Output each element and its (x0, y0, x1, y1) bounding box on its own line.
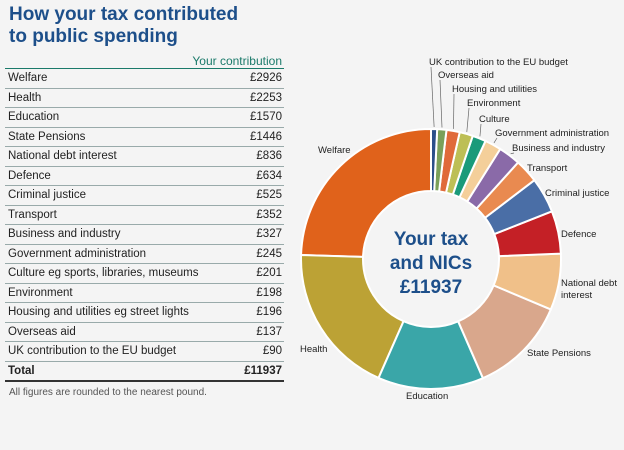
slice-health (300, 254, 405, 380)
table-row: Welfare £2926 (5, 69, 284, 89)
row-amount: £525 (256, 189, 282, 201)
slice-welfare (300, 127, 432, 258)
row-label: Welfare (8, 72, 48, 84)
leader-line (453, 93, 455, 129)
row-label: Culture eg sports, libraries, museums (8, 267, 199, 279)
label-defence: Defence (561, 229, 596, 240)
row-label: Health (8, 91, 42, 104)
row-amount: £1570 (250, 111, 282, 123)
row-label: Government administration (8, 247, 147, 260)
slice-national-debt-interest (492, 252, 562, 311)
total-row: Total £11937 (5, 362, 284, 382)
row-amount: £836 (256, 150, 282, 162)
row-label: Transport (8, 208, 57, 221)
table-row: Education £1570 (5, 108, 284, 128)
label-state-pensions: State Pensions (527, 348, 591, 359)
row-amount: £634 (256, 169, 282, 182)
label-uk-contribution-to-the-eu-budget: UK contribution to the EU budget (429, 57, 568, 68)
row-label: UK contribution to the EU budget (8, 345, 177, 357)
row-label: Defence (8, 169, 51, 182)
leader-line (466, 107, 470, 132)
table-row: Culture eg sports, libraries, museums £20… (5, 264, 284, 284)
label-overseas-aid: Overseas aid (438, 70, 494, 81)
label-welfare: Welfare (318, 145, 351, 156)
table-row: Business and industry £327 (5, 225, 284, 245)
row-amount: £2926 (250, 72, 282, 84)
row-amount: £327 (256, 228, 282, 240)
row-label: Business and industry (8, 228, 121, 240)
label-transport: Transport (527, 163, 568, 174)
table-body: Welfare £2926 Health £2253 Education £1570 Sta… (5, 69, 284, 362)
total-amount: £11937 (244, 364, 282, 377)
slice-education (377, 319, 485, 390)
row-label: Criminal justice (8, 189, 86, 201)
table-row: Housing and utilities eg street lights £1… (5, 303, 284, 323)
contribution-table: Your contribution Welfare £2926 Health £225… (5, 54, 284, 382)
footnote: All figures are rounded to the nearest p… (9, 387, 207, 398)
label-environment: Environment (467, 98, 521, 109)
table-row: Government administration £245 (5, 245, 284, 264)
table-row: Health £2253 (5, 89, 284, 108)
center-text-line-1: Your tax (394, 229, 469, 250)
leader-line (510, 152, 515, 155)
row-amount: £2253 (250, 91, 282, 104)
slice-defence (492, 210, 562, 258)
label-education: Education (406, 391, 448, 402)
row-amount: £196 (256, 306, 282, 318)
slice-state-pensions (456, 284, 553, 380)
total-label: Total (8, 364, 35, 377)
table-row: Overseas aid £137 (5, 323, 284, 342)
table-row: National debt interest £836 (5, 147, 284, 167)
table-row: UK contribution to the EU budget £90 (5, 342, 284, 362)
slice-criminal-justice (483, 178, 554, 236)
row-label: Housing and utilities eg street lights (8, 306, 189, 318)
row-amount: £245 (256, 247, 282, 260)
leader-line (479, 123, 482, 137)
row-label: Environment (8, 286, 73, 299)
table-row: State Pensions £1446 (5, 128, 284, 147)
slice-uk-contribution-to-the-eu-budget (430, 127, 439, 193)
row-label: National debt interest (8, 150, 117, 162)
row-label: Education (8, 111, 60, 123)
row-amount: £198 (256, 286, 282, 299)
label-health: Health (300, 344, 327, 355)
center-text-line-3: £11937 (400, 277, 462, 298)
slice-transport (475, 161, 536, 220)
label-housing-and-utilities: Housing and utilities (452, 84, 537, 95)
row-amount: £352 (256, 208, 282, 221)
table-row: Transport £352 (5, 206, 284, 225)
label-criminal-justice: Criminal justice (545, 188, 609, 199)
leader-line (493, 137, 498, 144)
label-business-and-industry: Business and industry (512, 143, 605, 154)
title-line-1: How your tax contributed (9, 4, 239, 25)
row-label: Overseas aid (8, 325, 76, 338)
column-header: Your contribution (5, 54, 284, 69)
center-text-line-2: and NICs (390, 253, 472, 274)
table-row: Criminal justice £525 (5, 186, 284, 206)
label-government-administration: Government administration (495, 128, 609, 139)
leader-line (439, 79, 443, 128)
row-amount: £90 (262, 345, 282, 357)
page-title: How your tax contributed to public spend… (9, 4, 309, 48)
row-label: State Pensions (8, 130, 86, 143)
row-amount: £1446 (250, 130, 282, 143)
table-row: Environment £198 (5, 284, 284, 303)
label-national-debt-interest: National debt interest (561, 278, 617, 301)
label-culture: Culture (479, 114, 510, 125)
row-amount: £137 (256, 325, 282, 338)
title-line-2: to public spending (9, 26, 178, 47)
row-amount: £201 (256, 267, 282, 279)
leader-line (430, 66, 435, 128)
table-row: Defence £634 (5, 167, 284, 186)
